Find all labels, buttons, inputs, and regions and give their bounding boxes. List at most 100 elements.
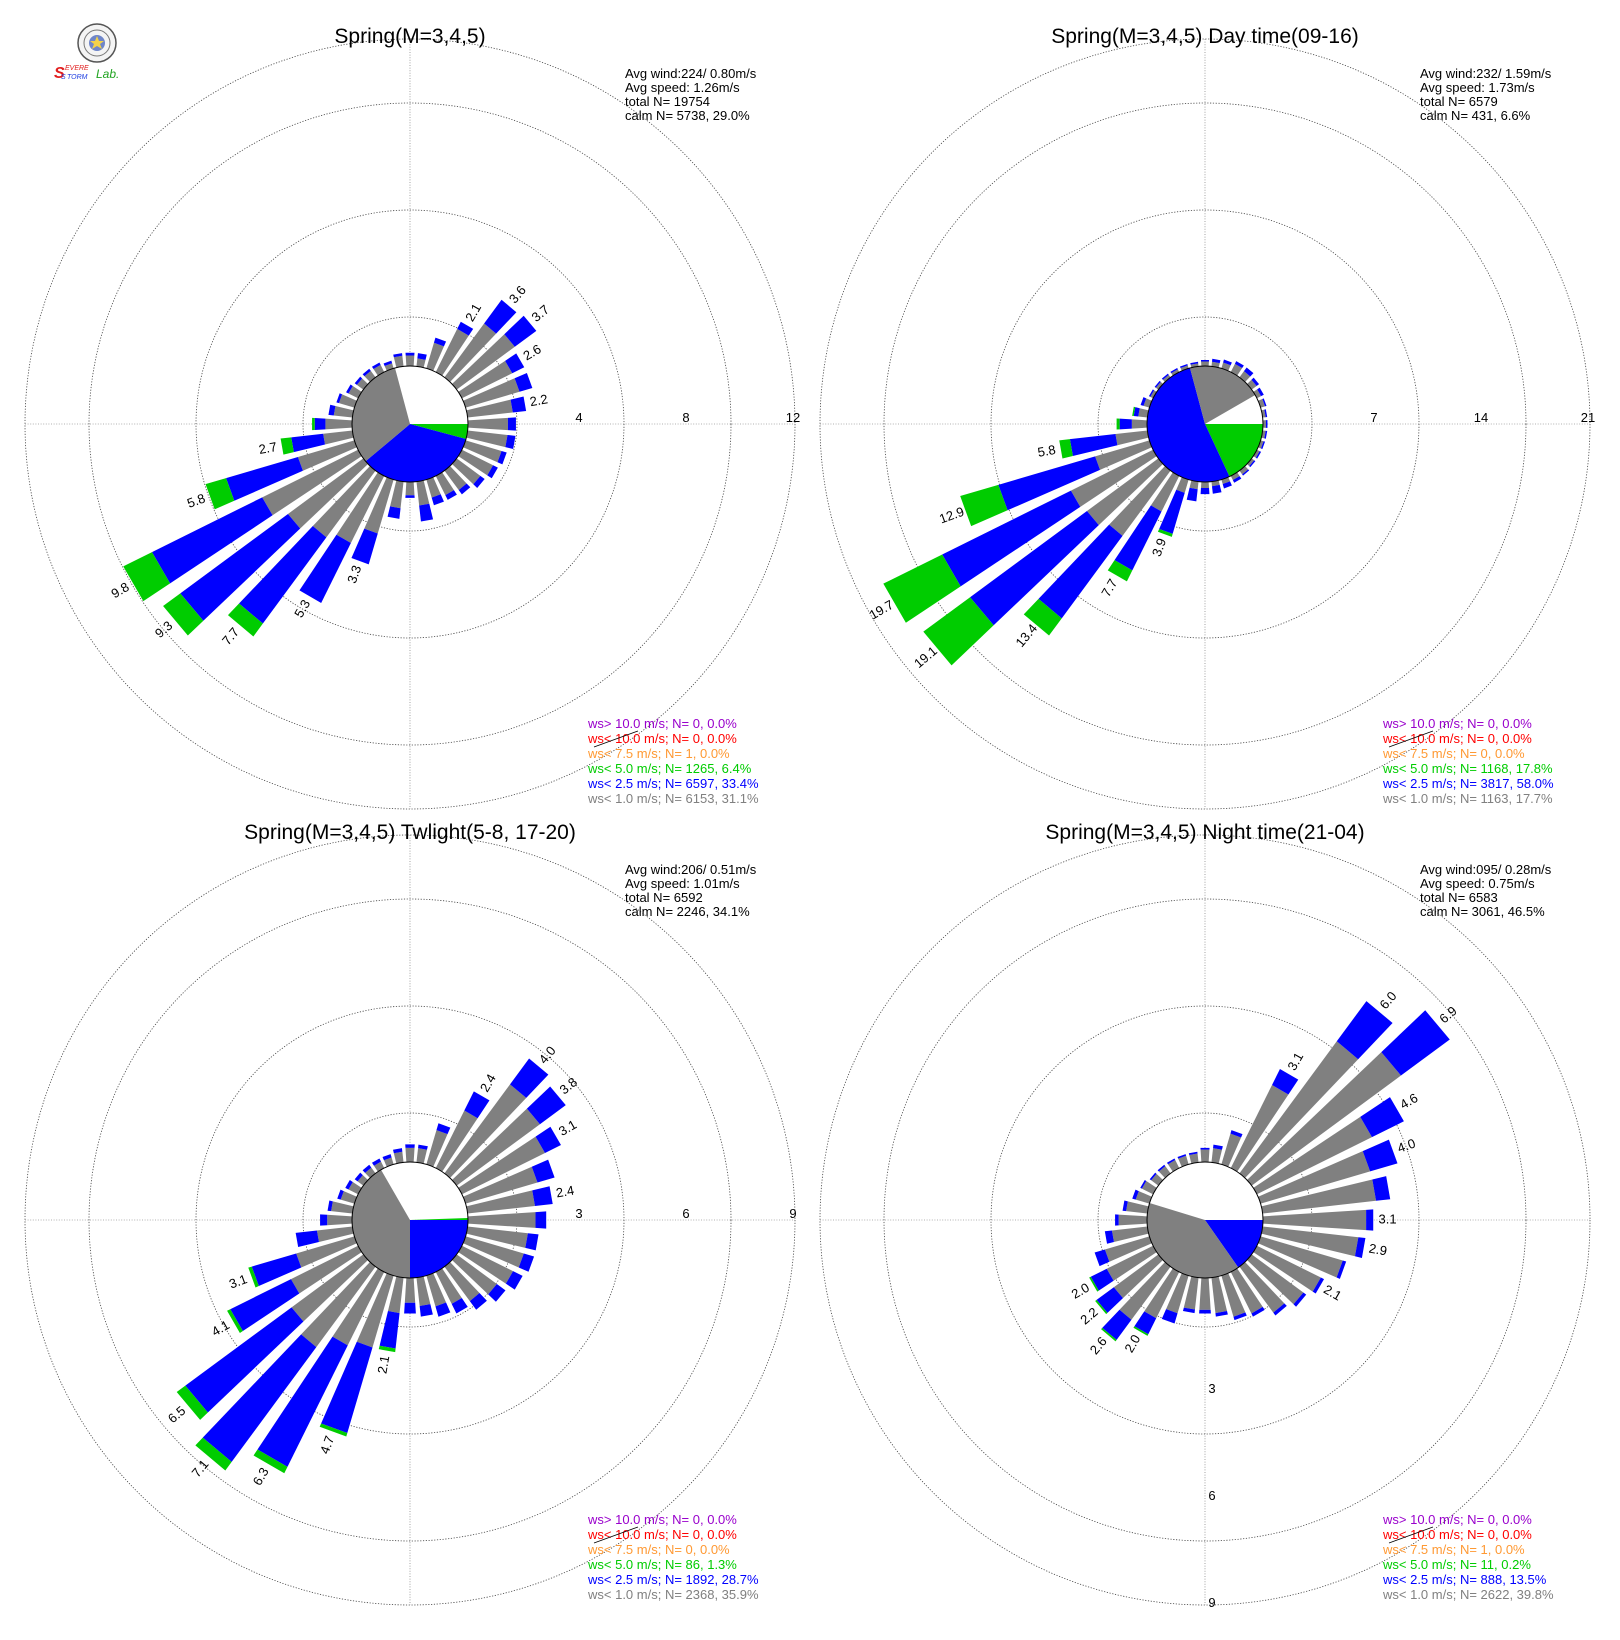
bar-lt1-260 xyxy=(1115,430,1149,446)
ring-label: 9 xyxy=(1208,1595,1215,1610)
bar-lt2_5-130 xyxy=(1293,1292,1307,1307)
bar-lt1-200 xyxy=(1176,477,1189,493)
bar-label: 13.4 xyxy=(1012,621,1040,650)
bar-lt1-360 xyxy=(1201,361,1209,367)
bar-lt1-60 xyxy=(458,1136,546,1195)
bar-label: 5.8 xyxy=(1036,442,1056,460)
bar-lt1-110 xyxy=(463,1236,524,1268)
logo-seal-inner-ring xyxy=(83,29,111,57)
bar-lt2_5-190 xyxy=(1186,487,1198,502)
bar-lt2_5-280 xyxy=(327,1200,333,1212)
bar-lt2_5-150 xyxy=(451,1298,468,1314)
bar-lt5-230 xyxy=(176,1385,208,1420)
stats-calm: calm N= 2246, 34.1% xyxy=(625,904,750,919)
bar-label: 2.1 xyxy=(462,301,484,324)
bar-lt2_5-30 xyxy=(457,321,474,336)
bar-lt1-290 xyxy=(338,394,357,408)
calm-circle xyxy=(1146,365,1264,483)
bar-lt2_5-110 xyxy=(518,1253,535,1272)
bar-lt5-200 xyxy=(1157,528,1173,537)
bar-label: 3.6 xyxy=(506,283,529,306)
calm-pie-white xyxy=(381,1162,468,1220)
bar-label: 6.9 xyxy=(1436,1003,1459,1026)
bar-lt2_5-120 xyxy=(505,1271,523,1290)
logo-severe-text: EVERE xyxy=(65,65,89,72)
bar-label: 3.1 xyxy=(1284,1050,1306,1073)
bar-lt1-160 xyxy=(426,477,441,498)
bar-lt5-190 xyxy=(378,1345,396,1353)
stats-calm: calm N= 431, 6.6% xyxy=(1420,108,1531,123)
legend-strike-line xyxy=(593,1526,639,1544)
bar-lt2_5-150 xyxy=(1232,476,1242,483)
range-ring-3 xyxy=(883,102,1527,746)
bar-lt1-340 xyxy=(383,1157,394,1167)
bar-lt5-240 xyxy=(883,554,961,623)
bar-lt1-60 xyxy=(458,360,513,399)
bar-lt2_5-170 xyxy=(1215,1311,1228,1317)
bar-lt2_5-20 xyxy=(1230,1130,1243,1138)
bar-lt2_5-50 xyxy=(504,315,537,347)
bar-lt1-70 xyxy=(463,378,520,408)
bar-lt1-350 xyxy=(393,1151,404,1164)
bar-label: 2.0 xyxy=(1069,1280,1092,1302)
legend-row-lt1: ws< 1.0 m/s; N= 6153, 31.1% xyxy=(587,791,759,806)
bar-lt2_5-10 xyxy=(418,1144,428,1150)
range-ring-3 xyxy=(88,102,732,746)
bar-lt1-180 xyxy=(404,1277,416,1303)
bar-lt5-220 xyxy=(227,603,263,637)
bar-lt2_5-360 xyxy=(405,352,415,356)
stats-total: total N= 6592 xyxy=(625,890,703,905)
legend-row-lt1: ws< 1.0 m/s; N= 2368, 35.9% xyxy=(587,1587,759,1602)
bar-lt1-250 xyxy=(296,1236,357,1268)
ring-label: 3 xyxy=(575,1206,582,1221)
legend-row-lt2_5: ws< 2.5 m/s; N= 6597, 33.4% xyxy=(587,776,759,791)
bar-lt1-150 xyxy=(435,472,454,496)
bar-lt5-230 xyxy=(923,597,994,666)
panel-title: Spring(M=3,4,5) Day time(09-16) xyxy=(1051,25,1359,48)
bar-lt5-260 xyxy=(280,437,294,455)
bar-lt2_5-240 xyxy=(230,1279,300,1332)
ring-label: 21 xyxy=(1581,410,1595,425)
bar-lt2_5-310 xyxy=(354,1172,363,1182)
bar-lt1-100 xyxy=(466,430,508,448)
bar-lt2_5-120 xyxy=(1312,1277,1325,1294)
bar-label: 19.7 xyxy=(867,597,896,623)
bar-lt1-10 xyxy=(416,358,426,368)
bar-lt2_5-330 xyxy=(371,1158,382,1166)
bar-lt5-230 xyxy=(163,593,204,636)
bar-lt1-310 xyxy=(1155,381,1163,390)
bar-lt2_5-100 xyxy=(505,434,516,449)
bar-lt2_5-340 xyxy=(1179,363,1188,369)
bar-lt1-80 xyxy=(466,399,513,418)
bar-lt1-140 xyxy=(444,466,467,491)
bar-lt2_5-90 xyxy=(535,1211,547,1229)
bar-lt2_5-340 xyxy=(383,360,393,366)
bar-lt1-350 xyxy=(1189,1153,1199,1164)
legend-row-lt7_5: ws< 7.5 m/s; N= 1, 0.0% xyxy=(587,746,730,761)
ring-label: 6 xyxy=(1208,1488,1215,1503)
stats-calm: calm N= 3061, 46.5% xyxy=(1420,904,1545,919)
calm-pie-blue xyxy=(1205,1220,1263,1268)
calm-circle xyxy=(351,1161,469,1279)
bar-lt1-280 xyxy=(331,1201,354,1214)
stats-total: total N= 6579 xyxy=(1420,94,1498,109)
bar-lt1-120 xyxy=(458,1245,514,1284)
bar-lt1-140 xyxy=(1239,1262,1285,1313)
stats-avg-speed: Avg speed: 1.73m/s xyxy=(1420,80,1535,95)
bar-lt1-160 xyxy=(1221,1273,1246,1317)
legend-row-gt10: ws> 10.0 m/s; N= 0, 0.0% xyxy=(587,1512,737,1527)
bar-label: 3.1 xyxy=(1379,1211,1397,1226)
bar-lt2_5-130 xyxy=(473,475,485,488)
bar-lt2_5-210 xyxy=(1134,1311,1157,1335)
ring-label: 8 xyxy=(682,410,689,425)
calm-pie-gray xyxy=(1146,1203,1239,1279)
bar-lt1-110 xyxy=(1258,1236,1343,1278)
bar-lt2_5-230 xyxy=(180,513,301,621)
bar-lt2_5-30 xyxy=(464,1091,490,1119)
bar-lt2_5-180 xyxy=(404,1302,416,1314)
legend-row-lt5: ws< 5.0 m/s; N= 1168, 17.8% xyxy=(1382,761,1553,776)
bar-lt1-270 xyxy=(327,1214,353,1226)
bar-lt2_5-100 xyxy=(525,1233,539,1251)
bar-lt2_5-40 xyxy=(484,299,517,334)
